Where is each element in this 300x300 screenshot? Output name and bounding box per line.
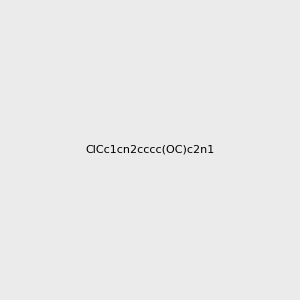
- Text: ClCc1cn2cccc(OC)c2n1: ClCc1cn2cccc(OC)c2n1: [85, 145, 214, 155]
